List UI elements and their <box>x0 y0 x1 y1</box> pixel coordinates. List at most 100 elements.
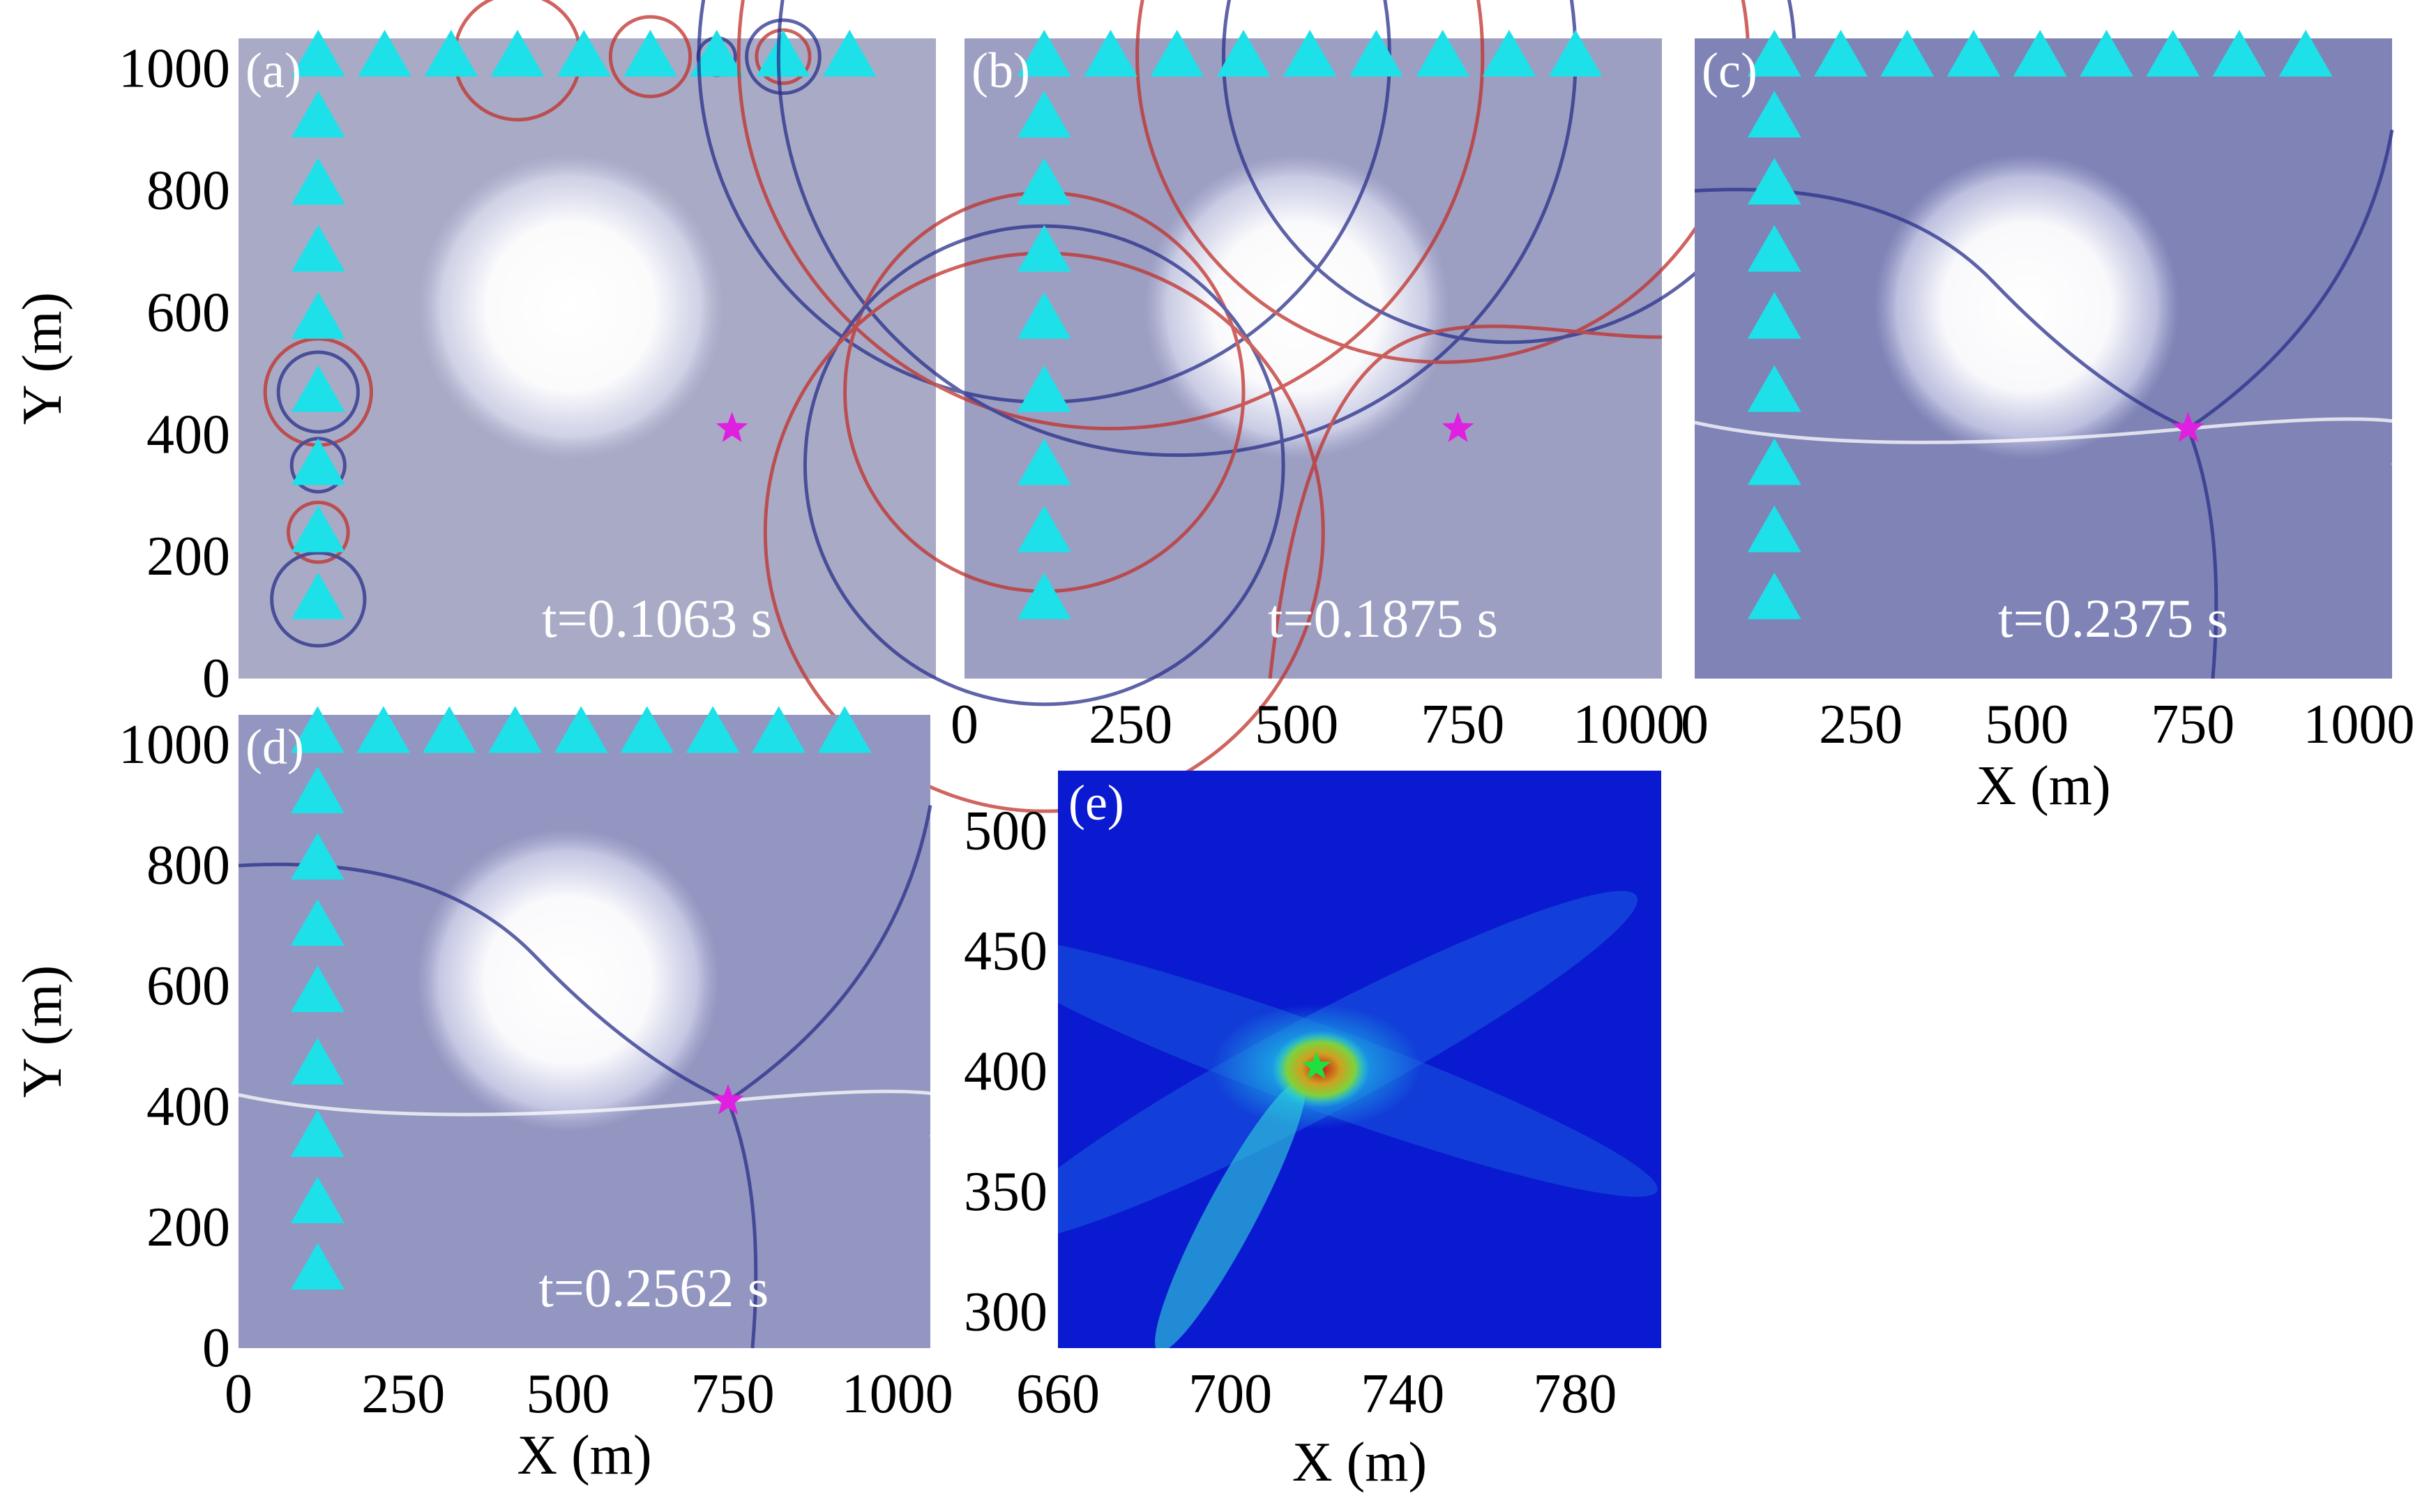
wavefront-arc <box>736 0 1485 430</box>
x-tick-label: 750 <box>691 1363 775 1425</box>
panel-c: (c) t=0.2375 s 0 250 500 750 1000 X (m) <box>1681 29 2413 817</box>
receiver-triangle <box>291 438 345 485</box>
x-tick-label: 500 <box>1985 694 2068 755</box>
y-tick-label: 450 <box>964 921 1047 982</box>
receiver-triangle <box>1416 29 1470 77</box>
wavefront-arc <box>270 551 367 648</box>
receiver-triangle <box>290 766 345 813</box>
receiver-triangle <box>2212 29 2267 77</box>
time-label: t=0.1875 s <box>1268 588 1498 649</box>
peak-star <box>1301 1051 1331 1080</box>
receiver-triangle <box>290 1243 345 1290</box>
receiver-triangle <box>291 505 345 552</box>
wavefront-arc <box>1694 188 2189 430</box>
receiver-triangle <box>1814 29 1868 77</box>
receiver-triangle <box>1017 572 1071 619</box>
y-tick-label: 0 <box>202 648 230 709</box>
receiver-triangle <box>1747 158 1801 205</box>
y-tick-label: 1000 <box>119 714 230 776</box>
panel-label: (b) <box>971 43 1030 98</box>
x-tick-label: 250 <box>1819 694 1903 755</box>
x-axis-label: X (m) <box>1976 755 2110 817</box>
time-label: t=0.2375 s <box>1998 588 2228 649</box>
y-tick-label: 1000 <box>119 38 230 100</box>
receiver-triangle <box>1017 225 1071 272</box>
receiver-triangle <box>623 29 677 77</box>
receiver-triangle <box>291 225 345 272</box>
x-tick-label: 500 <box>1255 694 1338 755</box>
receiver-triangle <box>1017 158 1071 205</box>
panel-a: (a) t=0.1063 s 0 200 400 600 800 1000 Y (m) <box>12 0 936 709</box>
x-tick-label: 780 <box>1533 1363 1617 1425</box>
receiver-triangle <box>756 29 810 77</box>
x-tick-label: 750 <box>2151 694 2234 755</box>
x-tick-label: 750 <box>1421 694 1504 755</box>
panel-label: (a) <box>245 43 301 98</box>
receiver-triangle <box>290 833 345 880</box>
receiver-triangle <box>2146 29 2200 77</box>
receiver-triangle <box>1349 29 1403 77</box>
receiver-triangle <box>1747 438 1801 485</box>
wavefronts <box>1694 129 2413 679</box>
receiver-triangle <box>1482 29 1536 77</box>
time-label: t=0.1063 s <box>542 588 772 649</box>
receiver-triangle <box>686 706 740 753</box>
receiver-triangle <box>291 29 345 77</box>
x-axis-label: X (m) <box>1292 1432 1427 1493</box>
receiver-triangle <box>557 29 611 77</box>
receiver-triangle <box>422 706 476 753</box>
receiver-triangle <box>1017 505 1071 552</box>
receiver-triangle <box>1084 29 1137 77</box>
y-tick-label: 200 <box>146 526 230 587</box>
y-tick-label: 400 <box>146 404 230 465</box>
receiver-triangle <box>290 965 345 1013</box>
wavefront-arc <box>276 350 360 434</box>
receiver-triangle <box>356 706 411 753</box>
x-tick-label: 1000 <box>842 1363 953 1425</box>
x-tick-label: 0 <box>951 694 978 755</box>
anomaly-region <box>1144 153 1450 460</box>
source-star <box>716 411 748 442</box>
receiver-triangle <box>1747 292 1801 339</box>
receiver-triangle <box>2080 29 2133 77</box>
panel-label: (d) <box>245 719 304 775</box>
x-tick-label: 1000 <box>1573 694 1684 755</box>
receiver-triangle <box>291 158 345 205</box>
y-tick-label: 350 <box>964 1161 1047 1223</box>
source-star <box>1442 411 1474 442</box>
y-axis-label: Y (m) <box>12 965 73 1098</box>
receiver-triangle <box>1216 29 1271 77</box>
wavefronts <box>238 805 966 1349</box>
receiver-triangle <box>1747 225 1801 272</box>
x-tick-label: 0 <box>1681 694 1709 755</box>
receiver-triangle <box>290 706 345 753</box>
wavefront-arc <box>286 500 350 564</box>
receiver-triangle <box>822 29 877 77</box>
receiver-triangle <box>290 899 345 946</box>
x-tick-label: 250 <box>361 1363 445 1425</box>
receiver-triangle <box>291 292 345 339</box>
x-axis-label: X (m) <box>517 1425 651 1486</box>
receiver-triangle <box>290 1110 345 1157</box>
panel-label: (e) <box>1068 775 1124 831</box>
receiver-triangle <box>554 706 608 753</box>
receiver-triangle <box>424 29 478 77</box>
receiver-triangle <box>1017 292 1071 339</box>
receiver-triangle <box>620 706 674 753</box>
x-tick-label: 660 <box>1016 1363 1100 1425</box>
receiver-triangle <box>817 706 872 753</box>
y-tick-label: 0 <box>202 1317 230 1379</box>
wavefront-arc <box>1268 324 1663 679</box>
y-tick-label: 800 <box>146 835 230 896</box>
receiver-triangle <box>291 365 345 412</box>
anomaly-region <box>416 829 720 1132</box>
x-tick-label: 1000 <box>2303 694 2413 755</box>
y-tick-label: 400 <box>146 1076 230 1137</box>
wavefront-arc <box>238 1089 966 1139</box>
receiver-triangle <box>291 572 345 619</box>
y-tick-label: 600 <box>146 282 230 343</box>
x-tick-label: 500 <box>526 1363 610 1425</box>
wavefront-arc <box>745 18 822 96</box>
receiver-triangle <box>291 91 345 138</box>
receiver-triangle <box>690 29 744 77</box>
